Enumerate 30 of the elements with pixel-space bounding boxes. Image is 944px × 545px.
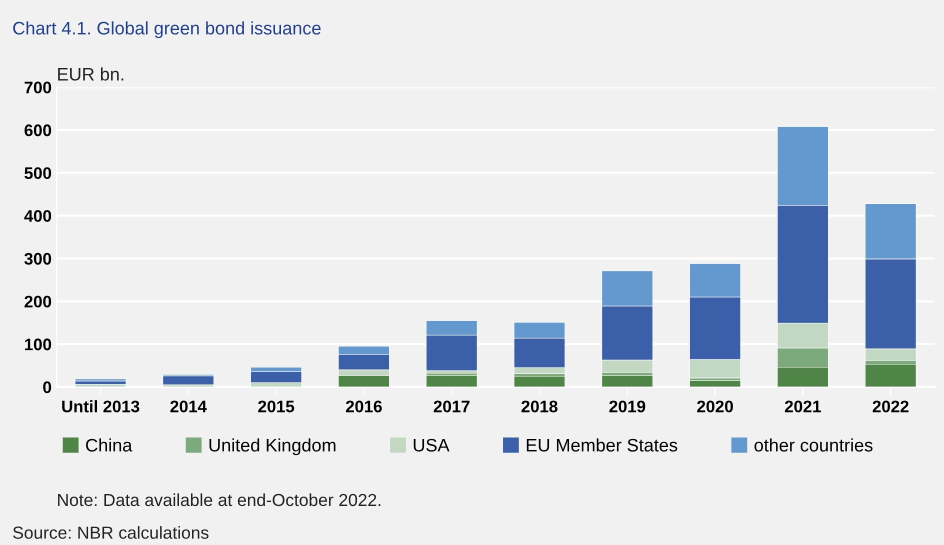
text: Note: Data available at end-October 2022. [58,493,380,506]
x-tick-label: 2019 [609,400,646,412]
legend-label: China [86,438,132,452]
y-tick-label: 0 [43,381,52,394]
chart-title: Chart 4.1. Global green bond issuance [13,21,321,38]
y-tick-label: 700 [24,82,52,94]
x-tick-label: 2016 [346,400,382,412]
x-tick-label: 2021 [784,400,821,412]
legend-label: EU Member States [526,438,678,452]
x-tick-label: 2020 [697,400,733,412]
y-tick-label: 100 [25,338,52,350]
source-note: Source: NBR calculations [13,526,208,539]
legend-label: United Kingdom [210,438,336,456]
y-tick-label: 300 [24,252,52,265]
bar [162,376,214,386]
x-tick-label: Until 2013 [62,400,140,412]
y-axis-title: EUR bn. [58,67,124,81]
x-tick-label: 2018 [522,400,558,412]
bar [250,371,302,383]
y-tick-label: 200 [24,296,52,308]
bar [74,378,126,382]
x-tick-label: 2015 [258,400,294,412]
x-tick-label: 2022 [872,400,909,412]
y-tick-label: 500 [24,167,52,180]
y-tick-label: 600 [24,124,52,136]
x-tick-label: 2014 [170,400,207,412]
legend-label: USA [414,438,450,452]
y-tick-label: 400 [24,210,52,222]
x-tick-label: 2017 [434,400,470,412]
legend-label: other countries [754,438,873,452]
